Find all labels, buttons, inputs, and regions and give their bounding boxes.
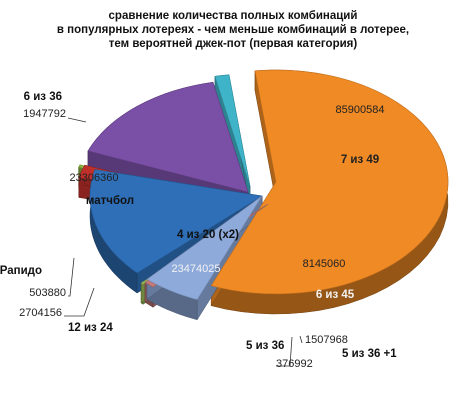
slice-value-label: 85900584 (336, 104, 385, 116)
pie-slice (210, 69, 449, 295)
slice-labels: 85900584 7 из 49 8145060 6 из 45 1507968 5 из… (0, 91, 397, 370)
pie-slice (87, 81, 249, 193)
leader-line (299, 335, 303, 344)
slice-value-label: 1507968 (305, 334, 348, 346)
slice-value-label: 1947792 (23, 108, 66, 120)
slice-name-label: 4 из 20 (x2) (177, 229, 239, 241)
slice-name-label: Рапидо (0, 265, 42, 277)
pie-slice (214, 74, 251, 187)
pie-slices (78, 69, 449, 321)
slice-name-label: 7 из 49 (341, 154, 379, 166)
chart-title-line-2: в популярных лотереях - чем меньше комби… (56, 24, 410, 36)
slice-value-label: 376992 (276, 358, 313, 370)
slice-name-label: 5 из 36 (246, 340, 284, 352)
leader-lines (64, 117, 303, 367)
pie-slice (89, 169, 263, 274)
leader-line (276, 336, 293, 367)
slice-name-label: 6 из 36 (24, 91, 62, 103)
slice-name-label: 12 из 24 (68, 322, 113, 334)
slice-value-label: 8145060 (303, 258, 346, 270)
leader-line (67, 117, 87, 123)
slice-name-label: матчбол (86, 195, 134, 207)
leader-line (64, 287, 95, 317)
slice-value-label: 23474025 (172, 263, 221, 275)
slice-value-label: 503880 (29, 287, 66, 299)
slice-value-label: 23306360 (70, 172, 119, 184)
slice-value-label: 2704156 (19, 307, 62, 319)
slice-name-label: 5 из 36 +1 (342, 348, 397, 360)
pie-slice (146, 195, 263, 301)
chart-title: сравнение количества полных комбинаций в… (0, 9, 466, 51)
chart-title-line-1: сравнение количества полных комбинаций (108, 10, 358, 22)
leader-line (68, 257, 75, 297)
slice-name-label: 6 из 45 (316, 289, 355, 301)
chart-title-line-3: тем вероятней джек-пот (первая категория… (108, 38, 358, 50)
